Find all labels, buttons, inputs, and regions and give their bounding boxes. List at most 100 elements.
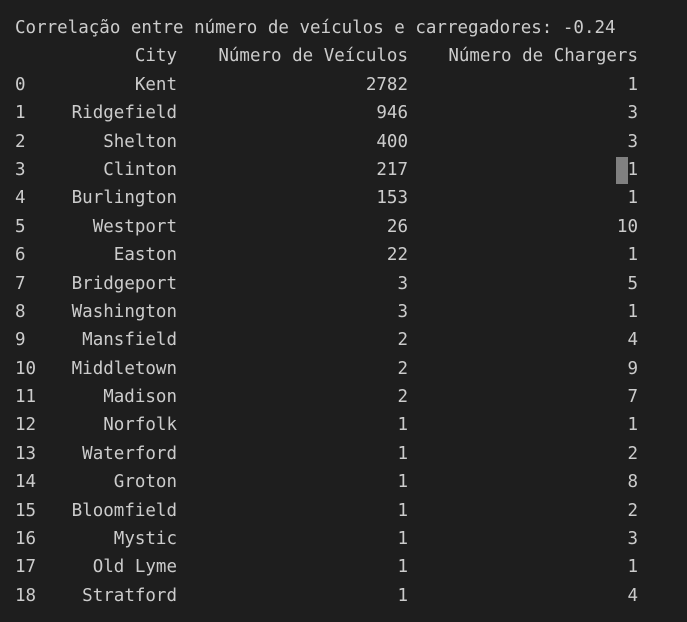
table-row: 14 Groton 1 8 bbox=[15, 468, 687, 496]
row-vehicles: 26 bbox=[386, 216, 408, 237]
row-index: 1 bbox=[15, 103, 26, 124]
row-city: Norfolk bbox=[103, 415, 177, 436]
row-chargers: 1 bbox=[627, 74, 638, 95]
row-city: Middletown bbox=[71, 358, 177, 379]
row-chargers: 4 bbox=[627, 330, 638, 351]
row-chargers: 9 bbox=[627, 358, 638, 379]
table-row: 13 Waterford 1 2 bbox=[15, 440, 687, 468]
row-chargers: 7 bbox=[627, 387, 638, 408]
column-header-chargers: Número de Chargers bbox=[448, 46, 638, 67]
row-index: 13 bbox=[15, 443, 37, 464]
row-index: 10 bbox=[15, 358, 37, 379]
row-chargers: 10 bbox=[616, 216, 638, 237]
table-row: 18 Stratford 1 4 bbox=[15, 582, 687, 610]
row-index: 7 bbox=[15, 273, 26, 294]
row-vehicles: 3 bbox=[397, 273, 408, 294]
table-row: 9 Mansfield 2 4 bbox=[15, 326, 687, 354]
row-index: 12 bbox=[15, 415, 37, 436]
row-index: 0 bbox=[15, 74, 26, 95]
row-city: Bloomfield bbox=[71, 500, 177, 521]
row-index: 3 bbox=[15, 159, 26, 180]
row-vehicles: 1 bbox=[397, 443, 408, 464]
row-vehicles: 1 bbox=[397, 500, 408, 521]
row-city: Clinton bbox=[103, 159, 177, 180]
row-city: Ridgefield bbox=[71, 103, 177, 124]
row-city: Madison bbox=[103, 387, 177, 408]
row-chargers: 2 bbox=[627, 443, 638, 464]
row-city: Waterford bbox=[82, 443, 177, 464]
table-row: 5 Westport 26 10 bbox=[15, 213, 687, 241]
row-vehicles: 3 bbox=[397, 301, 408, 322]
row-index: 14 bbox=[15, 472, 37, 493]
table-row: 0 Kent 2782 1 bbox=[15, 71, 687, 99]
row-chargers: 1 bbox=[627, 415, 638, 436]
row-index: 11 bbox=[15, 387, 37, 408]
row-city: Burlington bbox=[71, 188, 177, 209]
table-row: 11 Madison 2 7 bbox=[15, 383, 687, 411]
correlation-line: Correlação entre número de veículos e ca… bbox=[15, 18, 616, 38]
row-chargers: 4 bbox=[627, 585, 638, 606]
table-row: 15 Bloomfield 1 2 bbox=[15, 497, 687, 525]
table-row: 1 Ridgefield 946 3 bbox=[15, 99, 687, 127]
row-city: Old Lyme bbox=[92, 557, 177, 578]
row-city: Mystic bbox=[113, 529, 177, 550]
row-chargers: 2 bbox=[627, 500, 638, 521]
row-index: 15 bbox=[15, 500, 37, 521]
row-index: 9 bbox=[15, 330, 26, 351]
row-vehicles: 1 bbox=[397, 585, 408, 606]
row-vehicles: 153 bbox=[376, 188, 408, 209]
row-index: 4 bbox=[15, 188, 26, 209]
row-index: 17 bbox=[15, 557, 37, 578]
row-index: 16 bbox=[15, 529, 37, 550]
table-row: 4 Burlington 153 1 bbox=[15, 184, 687, 212]
row-city: Kent bbox=[134, 74, 177, 95]
row-vehicles: 2782 bbox=[365, 74, 408, 95]
row-vehicles: 946 bbox=[376, 103, 408, 124]
row-vehicles: 2 bbox=[397, 358, 408, 379]
row-vehicles: 400 bbox=[376, 131, 408, 152]
row-city: Stratford bbox=[82, 585, 177, 606]
row-index: 5 bbox=[15, 216, 26, 237]
row-chargers: 3 bbox=[627, 529, 638, 550]
table-row: 12 Norfolk 1 1 bbox=[15, 411, 687, 439]
row-index: 6 bbox=[15, 245, 26, 266]
table-row: 3 Clinton 217 1 bbox=[15, 156, 687, 184]
row-city: Shelton bbox=[103, 131, 177, 152]
row-vehicles: 1 bbox=[397, 529, 408, 550]
column-header-city: City bbox=[134, 46, 177, 67]
text-cursor bbox=[616, 157, 628, 184]
row-chargers: 5 bbox=[627, 273, 638, 294]
row-city: Mansfield bbox=[82, 330, 177, 351]
row-city: Easton bbox=[113, 245, 177, 266]
row-vehicles: 2 bbox=[397, 387, 408, 408]
row-chargers: 3 bbox=[627, 131, 638, 152]
row-city: Westport bbox=[92, 216, 177, 237]
row-vehicles: 1 bbox=[397, 557, 408, 578]
table-body: 0 Kent 2782 1 1 Ridgefield 946 3 2 Shelton 400 3 3 Cl… bbox=[15, 71, 687, 610]
row-chargers: 1 bbox=[627, 557, 638, 578]
row-vehicles: 2 bbox=[397, 330, 408, 351]
row-index: 2 bbox=[15, 131, 26, 152]
row-index: 18 bbox=[15, 585, 37, 606]
table-row: 6 Easton 22 1 bbox=[15, 241, 687, 269]
row-vehicles: 1 bbox=[397, 415, 408, 436]
table-header: City Número de Veículos Número de Charge… bbox=[15, 42, 687, 70]
column-header-vehicles: Número de Veículos bbox=[218, 46, 408, 67]
row-city: Bridgeport bbox=[71, 273, 177, 294]
table-row: 2 Shelton 400 3 bbox=[15, 128, 687, 156]
row-chargers: 1 bbox=[627, 301, 638, 322]
row-vehicles: 22 bbox=[386, 245, 408, 266]
table-row: 17 Old Lyme 1 1 bbox=[15, 553, 687, 581]
row-vehicles: 1 bbox=[397, 472, 408, 493]
row-chargers: 3 bbox=[627, 103, 638, 124]
row-city: Groton bbox=[113, 472, 177, 493]
table-row: 8 Washington 3 1 bbox=[15, 298, 687, 326]
row-chargers: 1 bbox=[627, 245, 638, 266]
row-chargers: 1 bbox=[627, 159, 638, 180]
row-chargers: 1 bbox=[627, 188, 638, 209]
table-row: 10 Middletown 2 9 bbox=[15, 355, 687, 383]
table-row: 16 Mystic 1 3 bbox=[15, 525, 687, 553]
row-vehicles: 217 bbox=[376, 159, 408, 180]
row-index: 8 bbox=[15, 301, 26, 322]
row-city: Washington bbox=[71, 301, 177, 322]
